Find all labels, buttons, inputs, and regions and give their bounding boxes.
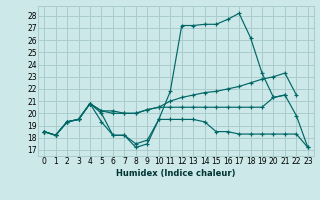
X-axis label: Humidex (Indice chaleur): Humidex (Indice chaleur) bbox=[116, 169, 236, 178]
